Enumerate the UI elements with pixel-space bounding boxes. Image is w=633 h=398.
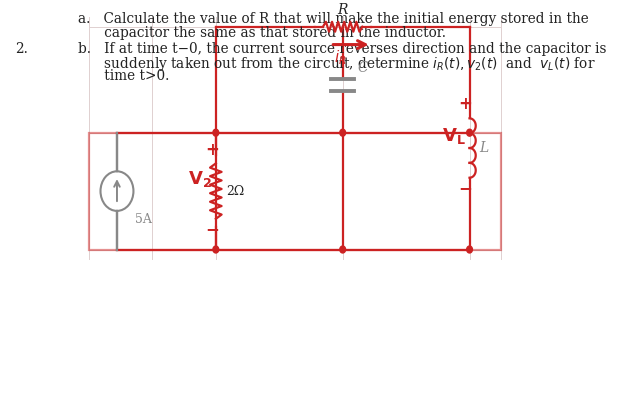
Text: a.   Calculate the value of R that will make the initial energy stored in the: a. Calculate the value of R that will ma… [78, 12, 589, 26]
Circle shape [467, 246, 472, 253]
Text: +: + [458, 96, 472, 113]
Text: capacitor the same as that stored in the inductor.: capacitor the same as that stored in the… [78, 26, 446, 40]
Text: suddenly taken out from the circuit, determine $i_R(t), v_2(t)$  and  $v_L(t)$ f: suddenly taken out from the circuit, det… [78, 55, 596, 74]
Text: R: R [337, 3, 348, 17]
Text: C: C [358, 61, 368, 75]
Text: 2Ω: 2Ω [226, 185, 244, 197]
Bar [89, 133, 501, 250]
Text: 2.: 2. [15, 42, 28, 56]
Circle shape [340, 129, 346, 136]
Text: +: + [204, 140, 218, 158]
Circle shape [213, 246, 219, 253]
Text: $\mathbf{V_L}$: $\mathbf{V_L}$ [442, 126, 465, 146]
Circle shape [467, 129, 472, 136]
Text: time t>0.: time t>0. [78, 69, 170, 83]
Circle shape [213, 129, 219, 136]
Text: b.   If at time t−0, the current source reverses direction and the capacitor is: b. If at time t−0, the current source re… [78, 42, 607, 56]
Text: $\mathit{i}_R$: $\mathit{i}_R$ [334, 49, 347, 67]
Text: −: − [204, 220, 218, 238]
Text: 5A: 5A [135, 213, 152, 226]
Circle shape [340, 246, 346, 253]
Text: $\mathbf{V_2}$: $\mathbf{V_2}$ [188, 169, 211, 189]
Text: −: − [458, 179, 472, 197]
Text: L: L [479, 141, 489, 155]
